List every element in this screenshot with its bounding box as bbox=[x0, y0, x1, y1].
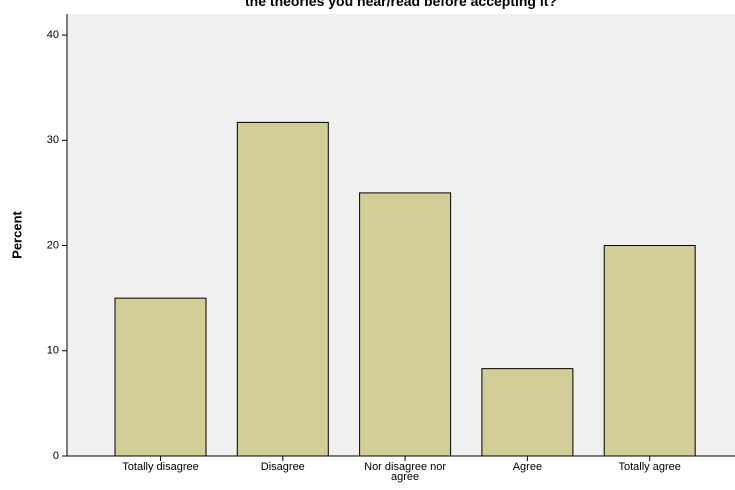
bar bbox=[603, 245, 696, 457]
y-tick-label: 0 bbox=[53, 450, 59, 462]
bar bbox=[236, 121, 329, 457]
chart-title: the theories you hear/read before accept… bbox=[245, 0, 557, 9]
y-tick-label: 40 bbox=[47, 29, 59, 41]
y-tick-label: 10 bbox=[47, 345, 59, 357]
x-tick-label: Totally disagree bbox=[122, 461, 199, 473]
x-tick-label: Agree bbox=[512, 461, 543, 473]
bar bbox=[481, 368, 574, 457]
x-tick-label: Nor disagree nor agree bbox=[364, 461, 447, 483]
x-tick-label: Totally agree bbox=[618, 461, 681, 473]
y-axis-label: Percent bbox=[9, 210, 24, 258]
x-tick-label: Disagree bbox=[260, 461, 305, 473]
bar bbox=[114, 297, 207, 457]
y-tick-label: 30 bbox=[47, 134, 59, 146]
y-tick-label: 20 bbox=[47, 239, 59, 251]
bar bbox=[359, 192, 452, 457]
